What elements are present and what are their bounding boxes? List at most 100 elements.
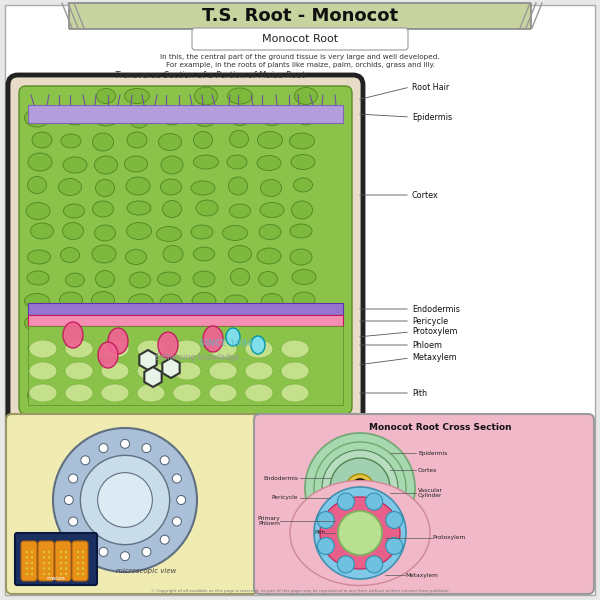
Ellipse shape	[227, 155, 247, 169]
FancyBboxPatch shape	[21, 541, 37, 581]
Ellipse shape	[260, 179, 281, 196]
Circle shape	[337, 556, 355, 573]
Bar	[28, 315, 343, 326]
Ellipse shape	[263, 315, 283, 333]
Circle shape	[82, 562, 85, 565]
Circle shape	[47, 572, 50, 575]
Circle shape	[31, 567, 34, 570]
Ellipse shape	[245, 362, 273, 380]
Text: Epidermis: Epidermis	[418, 451, 448, 455]
Ellipse shape	[245, 340, 273, 358]
Ellipse shape	[192, 292, 216, 310]
Ellipse shape	[137, 384, 165, 402]
Ellipse shape	[91, 292, 115, 308]
Text: Enhancing knowledge ...: Enhancing knowledge ...	[155, 352, 249, 361]
Ellipse shape	[29, 340, 57, 358]
Circle shape	[43, 556, 46, 559]
Circle shape	[31, 550, 34, 554]
Ellipse shape	[229, 204, 251, 218]
Circle shape	[76, 562, 80, 565]
Ellipse shape	[62, 388, 86, 403]
Ellipse shape	[92, 245, 116, 263]
Ellipse shape	[126, 177, 150, 195]
Circle shape	[98, 473, 152, 527]
Ellipse shape	[229, 177, 248, 195]
Circle shape	[81, 535, 90, 544]
Ellipse shape	[193, 155, 218, 169]
Circle shape	[64, 562, 68, 565]
Circle shape	[25, 550, 29, 554]
Ellipse shape	[62, 318, 83, 334]
Ellipse shape	[260, 202, 284, 217]
Circle shape	[47, 567, 50, 570]
Ellipse shape	[259, 271, 277, 286]
Ellipse shape	[257, 387, 278, 403]
Circle shape	[160, 535, 169, 544]
Ellipse shape	[130, 272, 151, 288]
Circle shape	[346, 474, 374, 502]
Ellipse shape	[161, 156, 183, 174]
Circle shape	[64, 556, 68, 559]
Text: Cortex: Cortex	[412, 191, 439, 199]
Circle shape	[59, 567, 62, 570]
Ellipse shape	[61, 134, 81, 148]
Circle shape	[314, 442, 406, 534]
Circle shape	[31, 562, 34, 565]
Ellipse shape	[291, 154, 315, 169]
Text: For example, in the roots of plants like maize, palm, orchids, grass and lily.: For example, in the roots of plants like…	[166, 62, 434, 68]
Ellipse shape	[125, 156, 148, 172]
FancyBboxPatch shape	[72, 541, 88, 581]
Ellipse shape	[229, 130, 248, 148]
Ellipse shape	[95, 271, 115, 287]
Ellipse shape	[92, 133, 113, 151]
Ellipse shape	[101, 340, 129, 358]
Text: Primary
Phloem: Primary Phloem	[257, 515, 280, 526]
Ellipse shape	[223, 226, 248, 241]
Circle shape	[386, 538, 403, 554]
Circle shape	[25, 572, 29, 575]
Circle shape	[80, 455, 170, 545]
Ellipse shape	[62, 223, 83, 239]
Ellipse shape	[127, 201, 151, 215]
Circle shape	[365, 556, 383, 573]
Ellipse shape	[290, 481, 430, 586]
Ellipse shape	[196, 386, 215, 403]
Ellipse shape	[291, 383, 313, 401]
Circle shape	[82, 550, 85, 554]
Ellipse shape	[191, 225, 213, 239]
Text: Endodermis: Endodermis	[263, 475, 298, 481]
Circle shape	[330, 458, 390, 518]
Ellipse shape	[191, 181, 215, 195]
Ellipse shape	[95, 225, 115, 241]
Circle shape	[317, 511, 334, 529]
Ellipse shape	[261, 110, 283, 125]
Bar	[28, 303, 343, 315]
Ellipse shape	[245, 384, 273, 402]
Circle shape	[82, 572, 85, 575]
Circle shape	[99, 547, 108, 556]
Ellipse shape	[229, 245, 251, 263]
Text: Endodermis: Endodermis	[412, 304, 460, 313]
Ellipse shape	[296, 109, 316, 125]
Ellipse shape	[163, 316, 182, 334]
Text: Monocot Root: Monocot Root	[262, 34, 338, 44]
Circle shape	[43, 562, 46, 565]
Ellipse shape	[108, 328, 128, 354]
Ellipse shape	[159, 385, 181, 400]
Ellipse shape	[196, 200, 218, 216]
Ellipse shape	[59, 292, 83, 308]
FancyBboxPatch shape	[8, 75, 363, 425]
Ellipse shape	[65, 384, 93, 402]
Ellipse shape	[224, 385, 248, 403]
Ellipse shape	[173, 384, 201, 402]
Text: Epidermis: Epidermis	[412, 113, 452, 121]
Ellipse shape	[193, 131, 212, 148]
Ellipse shape	[25, 293, 49, 308]
Ellipse shape	[260, 340, 284, 358]
Circle shape	[43, 572, 46, 575]
Ellipse shape	[157, 272, 181, 286]
Ellipse shape	[126, 361, 146, 379]
Text: Pericycle: Pericycle	[271, 496, 298, 500]
Ellipse shape	[191, 340, 215, 355]
Ellipse shape	[224, 337, 246, 355]
